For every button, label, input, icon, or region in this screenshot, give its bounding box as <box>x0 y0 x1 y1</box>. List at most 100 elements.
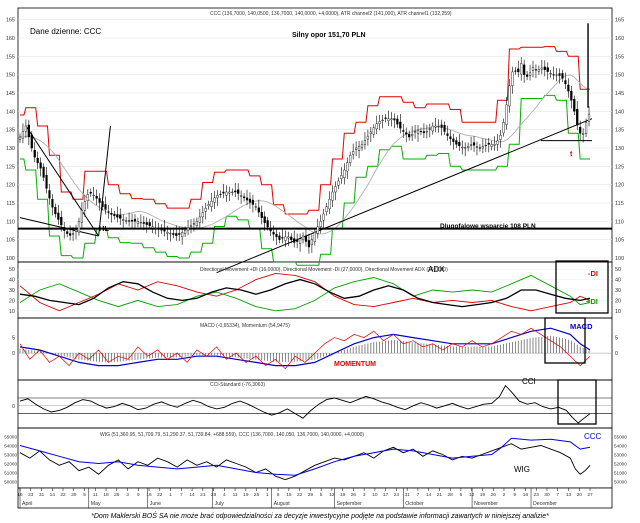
candle-body <box>564 80 567 85</box>
macd-header: MACD (-0,65334), Momentum (54,9475) <box>200 323 290 329</box>
price-ytick-right-5: 125 <box>615 164 624 170</box>
candle-body <box>576 108 579 126</box>
candle-body <box>549 73 552 75</box>
candle-body <box>240 195 243 197</box>
candle-body <box>582 133 585 135</box>
wig-ytick-left-1: 51000 <box>4 471 17 476</box>
x-tick-label-30: 19 <box>340 492 346 498</box>
candle-body <box>475 146 479 148</box>
candle-body <box>496 140 499 145</box>
candle-body <box>357 145 361 151</box>
price-ytick-left-11: 155 <box>6 54 15 60</box>
candle-body <box>416 129 420 134</box>
candle-body <box>269 228 272 232</box>
candle-body <box>213 197 216 203</box>
candle-body <box>469 144 473 146</box>
x-tick-label-27: 29 <box>308 492 314 498</box>
candle-body <box>39 162 42 169</box>
candle-body <box>434 125 437 128</box>
candle-body <box>281 237 284 239</box>
candle-body <box>98 198 101 203</box>
month-label-august: August <box>274 501 291 507</box>
candle-body <box>508 85 511 107</box>
x-tick-label-52: 20 <box>577 492 583 498</box>
candle-body <box>60 217 63 226</box>
t-annotation: t <box>570 151 573 158</box>
candle-body <box>139 222 142 224</box>
x-axis: 16 23 31 14 22 29 5 11 18 25 3 9 16 22 1 7 14 21 28 4 11 19 25… <box>17 487 613 509</box>
candle-body <box>296 240 299 242</box>
macd-panel-frame <box>17 317 613 381</box>
candle-body <box>66 231 69 234</box>
x-tick-label-13: 22 <box>157 492 163 498</box>
wig-series <box>19 437 591 481</box>
candle-body <box>561 73 564 79</box>
hl-trend-line <box>25 125 100 237</box>
candle-body <box>472 142 476 146</box>
candle-body <box>316 226 319 234</box>
dmi-header: Directional Movement +DI (16,0000), Dire… <box>200 267 448 273</box>
wig-ytick-right-2: 52000 <box>614 462 627 467</box>
price-ytick-left-12: 160 <box>6 36 15 42</box>
candle-body <box>437 125 440 127</box>
candle-body <box>254 206 257 208</box>
candle-body <box>531 67 535 71</box>
candle-body <box>119 214 122 219</box>
dmi-series <box>19 272 591 312</box>
candle-body <box>54 207 57 215</box>
macd-series-momentum <box>19 327 591 370</box>
candle-body <box>290 236 293 240</box>
month-label-october: October <box>405 501 424 507</box>
grid-lines <box>18 19 612 414</box>
wig-label: WIG <box>514 465 530 474</box>
x-tick-label-43: 19 <box>480 492 486 498</box>
price-candles <box>18 57 591 254</box>
candle-body <box>514 70 517 72</box>
candle-body <box>399 121 402 129</box>
candle-body <box>178 233 181 235</box>
candle-body <box>257 207 260 213</box>
candle-body <box>127 220 131 222</box>
x-tick-label-48: 23 <box>534 492 540 498</box>
wig-ytick-left-5: 55000 <box>4 435 17 440</box>
x-tick-label-32: 3 <box>363 492 366 498</box>
x-tick-label-5: 29 <box>71 492 77 498</box>
candle-body <box>310 239 313 246</box>
cci-series-cci <box>19 384 591 424</box>
x-tick-label-39: 21 <box>437 492 443 498</box>
candle-body <box>242 196 246 199</box>
candle-body <box>517 68 520 73</box>
candle-body <box>369 131 372 135</box>
candle-body <box>287 236 290 239</box>
candle-body <box>51 199 54 208</box>
price-ytick-right-0: 100 <box>615 256 624 262</box>
candle-body <box>540 67 543 70</box>
candle-body <box>587 113 591 122</box>
month-label-december: December <box>533 501 557 507</box>
candle-body <box>201 212 204 218</box>
resistance-annotation: Silny opor 151,70 PLN <box>292 32 366 39</box>
candle-body <box>278 235 281 240</box>
candle-body <box>505 104 508 125</box>
candle-body <box>160 227 163 231</box>
candle-body <box>584 122 588 134</box>
candle-body <box>122 219 125 221</box>
candle-body <box>42 166 45 178</box>
x-tick-label-11: 9 <box>137 492 140 498</box>
candle-body <box>263 216 266 223</box>
x-tick-label-22: 25 <box>254 492 260 498</box>
x-tick-label-2: 31 <box>39 492 45 498</box>
candle-body <box>381 119 384 121</box>
candle-body <box>502 122 505 134</box>
dmi-ytick-right-3: 40 <box>615 278 621 284</box>
wig-ytick-right-5: 55000 <box>614 435 627 440</box>
candle-body <box>499 134 502 140</box>
candle-body <box>222 191 225 194</box>
dmi-ytick-left-2: 30 <box>9 288 15 294</box>
macd-ytick-right-1: 5 <box>615 336 618 342</box>
candle-body <box>172 233 175 235</box>
price-ytick-left-4: 120 <box>6 183 15 189</box>
x-tick-label-35: 24 <box>394 492 400 498</box>
candle-body <box>231 191 234 193</box>
